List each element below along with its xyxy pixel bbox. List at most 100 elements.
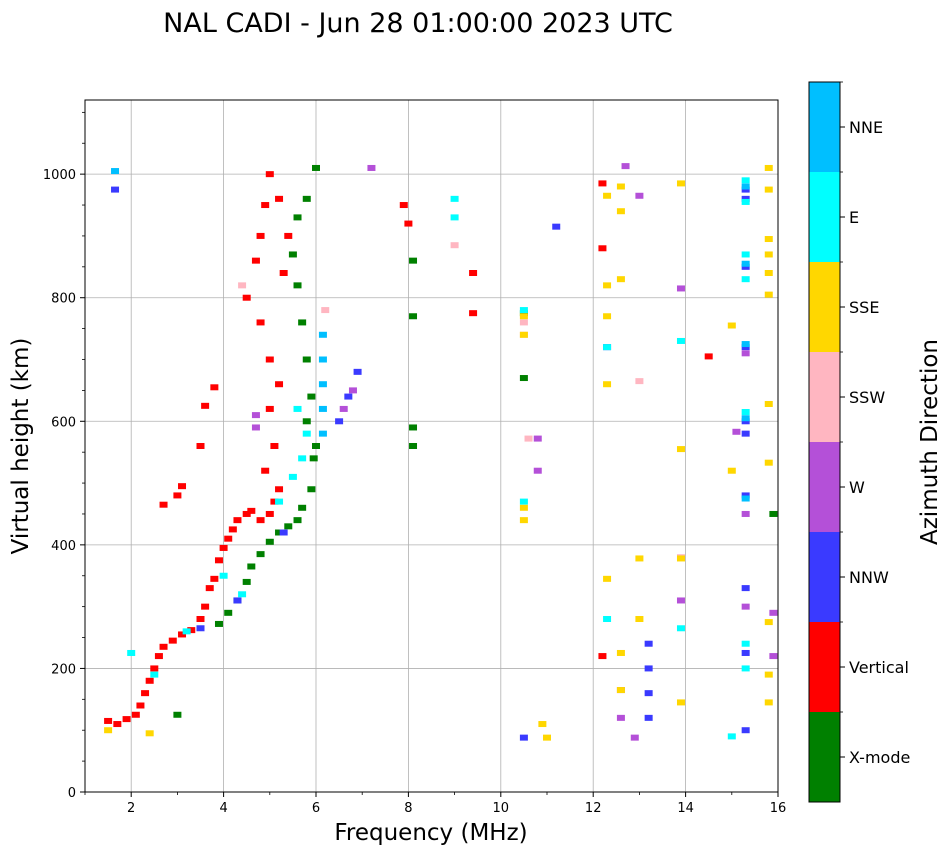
data-point-ssw [321, 307, 330, 314]
colorbar-tick-label: Vertical [849, 658, 909, 677]
data-point-w [741, 603, 750, 610]
data-point-w [621, 163, 630, 170]
data-point-x-mode [224, 609, 233, 616]
data-point-x-mode [288, 251, 297, 258]
colorbar-tick-label: SSW [849, 388, 885, 407]
x-tick-label: 10 [493, 801, 510, 816]
data-point-sse [727, 322, 736, 329]
data-point-e [238, 591, 247, 598]
data-point-vertical [598, 245, 607, 252]
x-tick-label: 6 [312, 801, 320, 816]
colorbar-tick-label: X-mode [849, 748, 910, 767]
colorbar-segment [809, 442, 840, 532]
data-point-x-mode [307, 486, 316, 493]
data-point-sse [603, 575, 612, 582]
data-point-w [367, 164, 376, 171]
data-point-w [616, 714, 625, 721]
data-point-vertical [704, 353, 713, 360]
data-point-x-mode [293, 517, 302, 524]
data-point-vertical [214, 557, 223, 564]
data-point-nne [318, 356, 327, 363]
data-point-x-mode [409, 313, 418, 320]
data-point-sse [676, 446, 685, 453]
data-point-e [727, 733, 736, 740]
data-point-nnw [644, 640, 653, 647]
chart-title: NAL CADI - Jun 28 01:00:00 2023 UTC [163, 8, 673, 39]
data-point-w [251, 424, 260, 431]
data-point-x-mode [214, 620, 223, 627]
colorbar-label: Azimuth Direction [917, 339, 943, 545]
data-point-vertical [159, 643, 168, 650]
data-point-nnw [741, 186, 750, 193]
data-point-sse [519, 517, 528, 524]
data-point-x-mode [298, 504, 307, 511]
colorbar-frame [808, 81, 841, 803]
data-point-sse [764, 699, 773, 706]
data-point-sse [764, 186, 773, 193]
data-point-vertical [168, 637, 177, 644]
data-point-vertical [256, 232, 265, 239]
data-point-nnw [741, 418, 750, 425]
data-point-vertical [210, 384, 219, 391]
y-axis-label: Virtual height (km) [8, 338, 34, 555]
data-point-x-mode [519, 310, 528, 317]
data-point-x-mode [302, 356, 311, 363]
data-point-vertical [242, 294, 251, 301]
data-point-e [150, 671, 159, 678]
data-point-w [533, 435, 542, 442]
data-point-nne [741, 415, 750, 422]
y-axis-ticks: 0 200 400 600 800 1000 [43, 111, 85, 801]
data-point-nnw [552, 223, 561, 230]
y-tick-label: 200 [51, 662, 76, 677]
data-point-sse [635, 555, 644, 562]
data-point-e [741, 177, 750, 184]
data-point-x-mode [302, 195, 311, 202]
data-point-vertical [228, 526, 237, 533]
data-point-e [519, 498, 528, 505]
data-point-nnw [111, 186, 120, 193]
y-tick-label: 800 [51, 292, 76, 307]
colorbar: X-mode Vertical NNW W SSW SSE E NNE [809, 81, 910, 802]
data-point-nnw [279, 529, 288, 536]
data-point-x-mode [302, 418, 311, 425]
data-point-vertical [154, 653, 163, 660]
plot-frame [84, 99, 779, 793]
data-point-nne [741, 341, 750, 348]
x-tick-label: 12 [585, 801, 602, 816]
data-point-nnw [644, 690, 653, 697]
data-point-e [275, 498, 284, 505]
data-point-vertical [251, 257, 260, 264]
data-point-x-mode [312, 164, 320, 171]
data-point-e [302, 430, 311, 437]
data-point-ssw [450, 242, 459, 249]
data-point-sse [764, 164, 773, 171]
data-point-sse [616, 208, 625, 215]
data-point-vertical [173, 492, 182, 499]
data-point-sse [519, 313, 528, 320]
data-point-sse [104, 727, 113, 734]
data-point-e [741, 198, 750, 205]
data-point-e [741, 276, 750, 283]
data-point-vertical [150, 665, 159, 672]
colorbar-segment [809, 532, 840, 622]
colorbar-segment [809, 712, 840, 802]
data-point-e [741, 409, 750, 416]
data-point-vertical [404, 220, 413, 227]
data-point-sse [543, 734, 551, 741]
data-point-w [769, 653, 778, 660]
data-point-ssw [524, 435, 533, 442]
data-point-w [676, 285, 685, 292]
data-point-nnw [644, 665, 653, 672]
data-point-vertical [201, 603, 210, 610]
data-point-e [182, 628, 191, 635]
data-point-x-mode [173, 711, 182, 718]
data-point-sse [676, 699, 685, 706]
data-point-vertical [279, 270, 288, 276]
data-point-nnw [741, 492, 750, 499]
data-point-nne [318, 331, 327, 338]
data-point-sse [727, 467, 736, 474]
data-point-nnw [233, 597, 242, 604]
data-point-nne [741, 183, 750, 190]
x-axis-ticks: 2 4 6 8 10 12 14 16 [84, 792, 786, 816]
data-point-e [219, 572, 228, 579]
